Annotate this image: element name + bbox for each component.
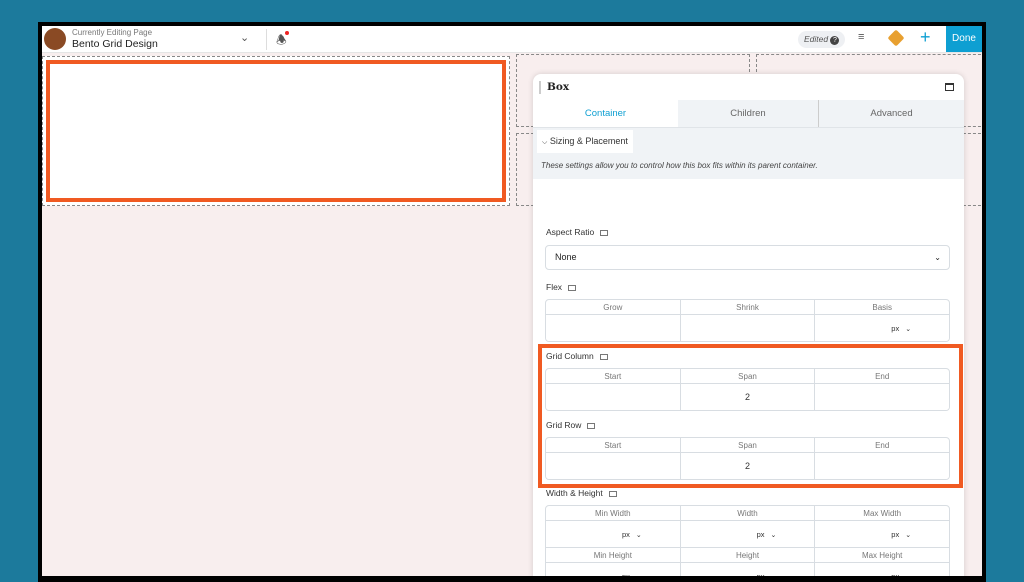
edited-status: Edited (804, 34, 829, 44)
row-end-input[interactable] (815, 453, 949, 479)
width-height-table: Min Width Width Max Width px ⌄ px ⌄ px ⌄ Min He… (545, 505, 950, 576)
desktop-icon (587, 423, 596, 429)
shrink-input[interactable] (680, 315, 816, 341)
section-bg (533, 127, 964, 179)
flex-table: Grow Shrink Basis px ⌄ (545, 299, 950, 342)
aspect-ratio-label: Aspect Ratio (546, 227, 609, 237)
divider (266, 29, 267, 50)
column-end-input[interactable] (815, 384, 949, 410)
panel-title: Box (547, 81, 570, 93)
top-bar: Currently Editing Page Bento Grid Design… (42, 26, 982, 53)
grid-row-label: Grid Row (546, 420, 596, 430)
height-input[interactable]: px⌄ (680, 563, 816, 576)
start-header: Start (546, 369, 681, 384)
basis-header: Basis (815, 300, 949, 315)
basis-input[interactable]: px ⌄ (815, 315, 949, 341)
unit-select[interactable]: px (891, 324, 900, 333)
aspect-ratio-select[interactable]: None ⌄ (545, 245, 950, 270)
desktop-icon (568, 285, 577, 291)
editing-label: Currently Editing Page (72, 28, 153, 37)
max-width-header: Max Width (815, 506, 949, 521)
chevron-down-icon: ⌄ (934, 253, 941, 262)
builder-screen: Currently Editing Page Bento Grid Design… (42, 26, 982, 576)
help-icon: ? (830, 36, 840, 45)
page-title[interactable]: Bento Grid Design (72, 38, 158, 50)
tab-children[interactable]: Children (678, 100, 818, 127)
desktop-icon (600, 230, 609, 236)
min-width-input[interactable]: px ⌄ (546, 521, 681, 547)
height-header: Height (680, 548, 816, 563)
outline-list-icon[interactable]: ≡ (858, 31, 865, 43)
tab-advanced[interactable]: Advanced (818, 100, 964, 127)
selected-box-highlight (46, 60, 506, 202)
start-header: Start (546, 438, 681, 453)
section-sizing-placement[interactable]: ⌵ Sizing & Placement (537, 130, 633, 153)
add-icon[interactable]: + (920, 27, 931, 47)
grid-highlight-box (538, 344, 963, 488)
shrink-header: Shrink (680, 300, 816, 315)
span-header: Span (680, 369, 816, 384)
section-title: Sizing & Placement (549, 136, 628, 146)
grow-header: Grow (546, 300, 681, 315)
min-height-header: Min Height (546, 548, 681, 563)
drag-handle[interactable] (539, 81, 541, 94)
done-button[interactable]: Done (946, 26, 982, 52)
max-width-input[interactable]: px ⌄ (815, 521, 949, 547)
width-header: Width (680, 506, 816, 521)
flex-label: Flex (546, 282, 577, 292)
end-header: End (815, 438, 949, 453)
grid-row-table: Start Span End 2 (545, 437, 950, 480)
chevron-down-icon: ⌵ (542, 139, 548, 146)
grow-input[interactable] (546, 315, 681, 341)
max-height-input[interactable]: px⌄ (815, 563, 949, 576)
box-settings-panel: Box Container Children Advanced ⌵ Sizing… (533, 74, 964, 576)
maximize-icon[interactable] (945, 83, 954, 91)
bento-box-1[interactable] (42, 56, 510, 206)
width-input[interactable]: px ⌄ (680, 521, 816, 547)
end-header: End (815, 369, 949, 384)
grid-column-label: Grid Column (546, 351, 608, 361)
grid-column-table: Start Span End 2 (545, 368, 950, 411)
min-width-header: Min Width (546, 506, 681, 521)
max-height-header: Max Height (815, 548, 949, 563)
span-header: Span (680, 438, 816, 453)
width-height-label: Width & Height (546, 488, 617, 498)
chevron-down-icon[interactable]: ⌄ (240, 32, 250, 44)
column-span-input[interactable]: 2 (680, 384, 816, 410)
desktop-icon (608, 491, 617, 497)
min-height-input[interactable]: px⌄ (546, 563, 681, 576)
beaver-logo-icon (44, 28, 66, 50)
tab-container[interactable]: Container (533, 100, 678, 127)
row-span-input[interactable]: 2 (680, 453, 816, 479)
tag-icon[interactable] (887, 29, 905, 47)
column-start-input[interactable] (546, 384, 681, 410)
bell-icon[interactable]: 🕭 (276, 31, 289, 47)
edited-status-badge[interactable]: Edited ? (798, 31, 846, 48)
desktop-icon (599, 354, 608, 360)
row-start-input[interactable] (546, 453, 681, 479)
section-description: These settings allow you to control how … (541, 161, 818, 170)
